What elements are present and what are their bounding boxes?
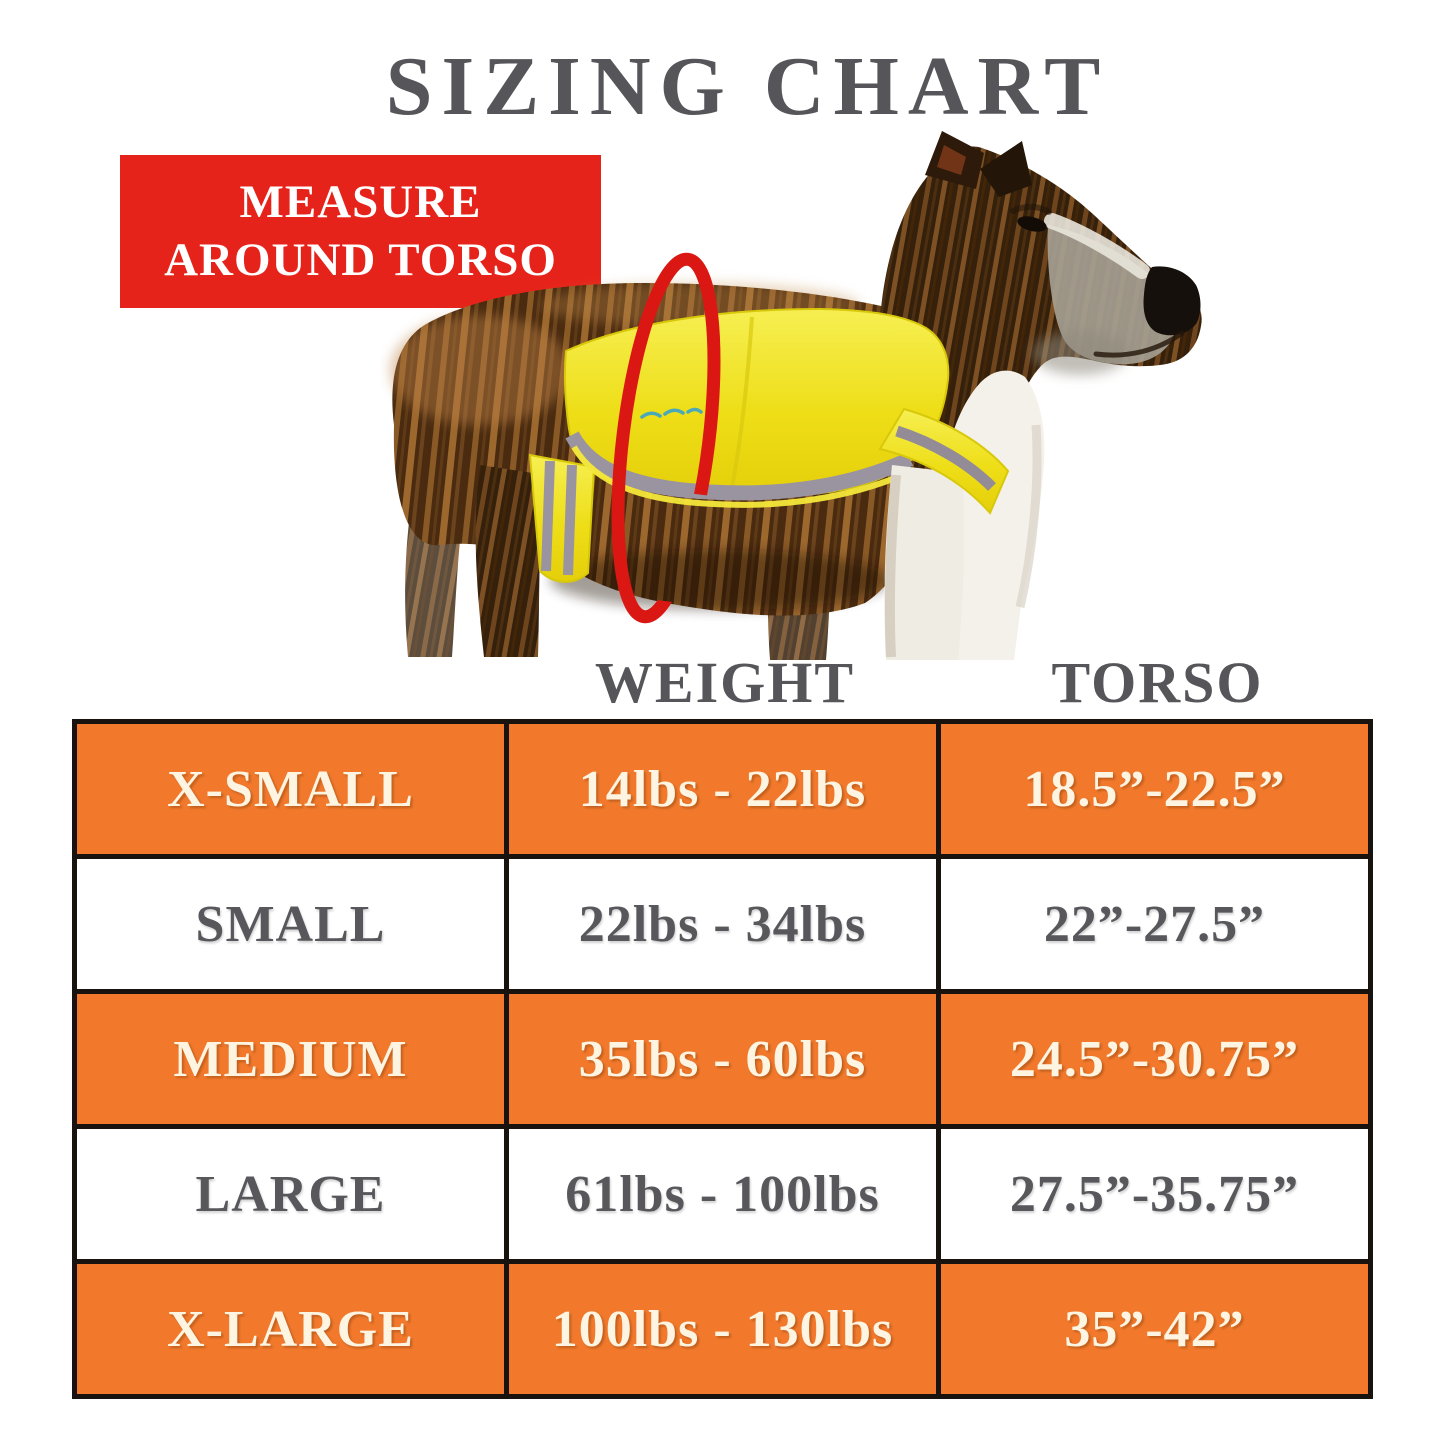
dog-rump-highlight bbox=[390, 315, 570, 425]
table-row: MEDIUM 35lbs - 60lbs 24.5”-30.75” bbox=[72, 989, 1373, 1129]
table-row: X-SMALL 14lbs - 22lbs 18.5”-22.5” bbox=[72, 719, 1373, 859]
dog-muzzle bbox=[1047, 225, 1178, 365]
vest-seam bbox=[730, 316, 754, 488]
callout-line1: MEASURE bbox=[239, 176, 482, 229]
reflective-stripe-trim bbox=[571, 445, 914, 508]
dog-front-leg bbox=[884, 465, 965, 660]
vest-panel-stripe-2 bbox=[563, 464, 577, 576]
cell-size: MEDIUM bbox=[72, 989, 509, 1129]
measuring-loop bbox=[611, 252, 721, 624]
cell-weight: 61lbs - 100lbs bbox=[504, 1124, 941, 1264]
vest-panel-stripe-1 bbox=[541, 460, 555, 572]
page-title: SIZING CHART bbox=[385, 40, 1110, 133]
dog-mouth-line bbox=[1093, 330, 1185, 358]
dog-nose bbox=[1143, 266, 1201, 336]
reflective-stripe bbox=[565, 431, 914, 501]
cell-torso: 24.5”-30.75” bbox=[936, 989, 1373, 1129]
cell-torso: 27.5”-35.75” bbox=[936, 1124, 1373, 1264]
dog-cheek-grizzle bbox=[1032, 331, 1128, 375]
dog-hind-leg bbox=[475, 465, 546, 657]
cell-size: LARGE bbox=[72, 1124, 509, 1264]
column-header-weight: WEIGHT bbox=[594, 650, 856, 715]
cell-torso: 18.5”-22.5” bbox=[936, 719, 1373, 859]
cell-weight: 22lbs - 34lbs bbox=[504, 854, 941, 994]
cell-torso: 22”-27.5” bbox=[936, 854, 1373, 994]
dog-ear-inner bbox=[937, 145, 966, 175]
dog-front-leg-shading bbox=[884, 474, 901, 658]
vest-logo-mark bbox=[640, 407, 703, 419]
dog-blaze bbox=[1044, 213, 1150, 279]
column-header-torso: TORSO bbox=[1051, 650, 1264, 715]
cell-weight: 35lbs - 60lbs bbox=[504, 989, 941, 1129]
table-row: SMALL 22lbs - 34lbs 22”-27.5” bbox=[72, 854, 1373, 994]
cell-size: SMALL bbox=[72, 854, 509, 994]
callout-line2: AROUND TORSO bbox=[164, 233, 557, 286]
cell-torso: 35”-42” bbox=[936, 1259, 1373, 1399]
dog-eye bbox=[1017, 216, 1047, 232]
cell-weight: 14lbs - 22lbs bbox=[504, 719, 941, 859]
cell-weight: 100lbs - 130lbs bbox=[504, 1259, 941, 1399]
vest-hanging-panel bbox=[528, 453, 596, 583]
sizing-table: X-SMALL 14lbs - 22lbs 18.5”-22.5” SMALL … bbox=[72, 719, 1373, 1399]
strap-reflective-line bbox=[895, 425, 996, 491]
dog-chest-shading bbox=[1015, 424, 1042, 609]
dog-brow-line bbox=[1010, 203, 1052, 215]
table-row: X-LARGE 100lbs - 130lbs 35”-42” bbox=[72, 1259, 1373, 1399]
dog-belly-shadow bbox=[550, 550, 890, 610]
cell-size: X-SMALL bbox=[72, 719, 509, 859]
dog-photo bbox=[390, 131, 1202, 660]
cell-size: X-LARGE bbox=[72, 1259, 509, 1399]
dog-far-ear-icon bbox=[980, 141, 1032, 197]
measure-callout: MEASURE AROUND TORSO bbox=[120, 155, 601, 308]
table-row: LARGE 61lbs - 100lbs 27.5”-35.75” bbox=[72, 1124, 1373, 1264]
